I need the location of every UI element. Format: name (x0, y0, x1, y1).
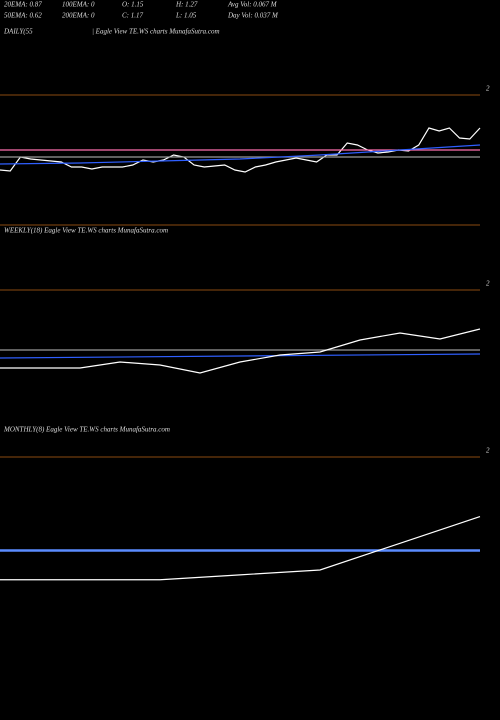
stat-label: Day Vol: 0.037 M (227, 12, 279, 20)
stat-label: C: 1.17 (122, 12, 144, 20)
series-line (0, 144, 481, 165)
stat-label: L: 1.05 (175, 12, 197, 20)
y-tick-label: 2 (486, 280, 490, 288)
y-tick-label: 2 (486, 447, 490, 455)
stat-label: Avg Vol: 0.067 M (227, 1, 278, 9)
stat-label: 100EMA: 0 (62, 1, 95, 9)
y-tick-label: 2 (486, 85, 490, 93)
series-line (0, 328, 481, 374)
panel-title: WEEKLY(18) Eagle View TE.WS charts Munaf… (4, 227, 168, 235)
panel-title: MONTHLY(8) Eagle View TE.WS charts Munaf… (3, 426, 170, 434)
panel-subtitle: | Eagle View TE.WS charts MunafaSutra.co… (92, 28, 220, 36)
stat-label: O: 1.15 (122, 1, 144, 9)
series-line (0, 353, 481, 359)
stat-label: 200EMA: 0 (62, 12, 95, 20)
stat-label: 20EMA: 0.87 (4, 1, 42, 9)
panel-title: DAILY(55 (3, 28, 33, 36)
series-line (0, 515, 481, 581)
stat-label: 50EMA: 0.62 (4, 12, 42, 20)
stat-label: H: 1.27 (175, 1, 198, 9)
